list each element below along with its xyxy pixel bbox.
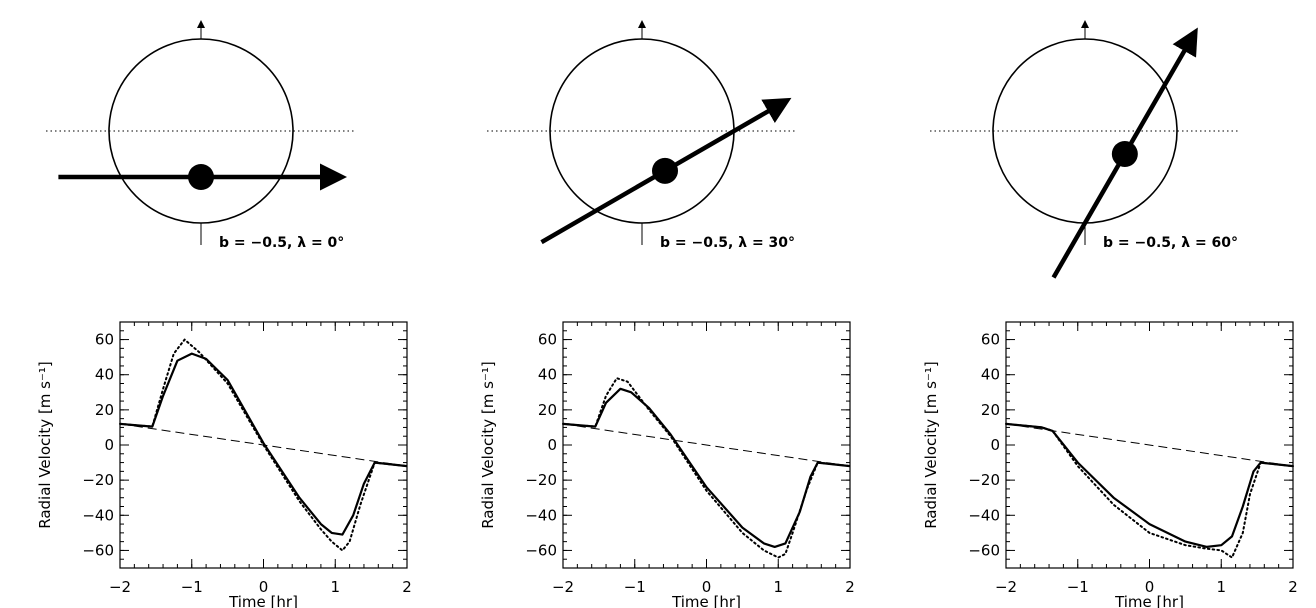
x-tick-label: −2 xyxy=(109,578,131,596)
x-tick-label: −1 xyxy=(1067,578,1089,596)
plot-frame xyxy=(1005,321,1294,569)
x-tick-label: 2 xyxy=(845,578,855,596)
y-tick-label: 60 xyxy=(95,331,114,349)
y-tick-label: −60 xyxy=(968,541,1000,559)
rv-series-solid xyxy=(562,387,851,549)
rv-series-dotted xyxy=(119,338,408,552)
x-tick-label: −1 xyxy=(181,578,203,596)
transit-diagram: b = −0.5, λ = 0° xyxy=(46,20,356,251)
transit-diagram: b = −0.5, λ = 30° xyxy=(487,20,797,251)
plot-frame xyxy=(562,321,851,569)
rv-series-solid xyxy=(1005,422,1294,549)
y-tick-label: 40 xyxy=(538,366,557,384)
y-tick-label: −40 xyxy=(82,506,114,524)
x-tick-label: −1 xyxy=(624,578,646,596)
y-tick-label: −40 xyxy=(525,506,557,524)
rv-series-dashed xyxy=(1005,423,1294,467)
transit-diagram: b = −0.5, λ = 60° xyxy=(930,20,1240,279)
y-tick-label: 0 xyxy=(990,436,1000,454)
x-tick-label: 0 xyxy=(1145,578,1155,596)
y-tick-label: 20 xyxy=(95,401,114,419)
panel-2: b = −0.5, λ = 30° −2 −1 0 1 2 −60 −40 −20 0 20 40 60… xyxy=(479,20,855,608)
panel-1: b = −0.5, λ = 0° −2 −1 0 1 2 −60 −40 −20 0 20 40 60 T… xyxy=(36,20,412,608)
diagram-caption: b = −0.5, λ = 60° xyxy=(1103,235,1238,251)
rv-plot: −2 −1 0 1 2 −60 −40 −20 0 20 40 60 Time [hr] Radial V… xyxy=(479,321,855,608)
rv-series-dashed xyxy=(119,423,408,467)
panel-3: b = −0.5, λ = 60° −2 −1 0 1 2 −60 −40 −20 0 20 40 60… xyxy=(922,20,1298,608)
x-axis-label: Time [hr] xyxy=(228,593,298,608)
y-tick-label: −20 xyxy=(968,471,1000,489)
rv-series-dotted xyxy=(1005,422,1294,559)
y-tick-label: 0 xyxy=(547,436,557,454)
x-tick-label: 0 xyxy=(702,578,712,596)
y-tick-label: 60 xyxy=(538,331,557,349)
y-axis-label: Radial Velocity [m s⁻¹] xyxy=(922,361,940,529)
rv-plot: −2 −1 0 1 2 −60 −40 −20 0 20 40 60 Time [hr] Radial V… xyxy=(36,321,412,608)
planet-disk xyxy=(652,157,678,184)
y-tick-label: −20 xyxy=(82,471,114,489)
rv-series-dashed xyxy=(562,423,851,467)
x-axis-label: Time [hr] xyxy=(671,593,741,608)
rv-series-solid xyxy=(119,352,408,536)
plot-frame xyxy=(119,321,408,569)
y-tick-label: 0 xyxy=(104,436,114,454)
x-tick-label: 2 xyxy=(402,578,412,596)
x-tick-label: 1 xyxy=(330,578,340,596)
y-tick-label: −20 xyxy=(525,471,557,489)
y-tick-label: 20 xyxy=(981,401,1000,419)
rv-plot: −2 −1 0 1 2 −60 −40 −20 0 20 40 60 Time [hr] Radial V… xyxy=(922,321,1298,608)
rv-series-dotted xyxy=(562,377,851,559)
planet-disk xyxy=(188,164,214,190)
y-axis-label: Radial Velocity [m s⁻¹] xyxy=(479,361,497,529)
y-tick-label: 40 xyxy=(981,366,1000,384)
x-axis-label: Time [hr] xyxy=(1114,593,1184,608)
diagram-caption: b = −0.5, λ = 0° xyxy=(219,235,344,251)
y-tick-label: 20 xyxy=(538,401,557,419)
x-tick-label: 1 xyxy=(773,578,783,596)
x-tick-label: −2 xyxy=(552,578,574,596)
y-tick-label: 60 xyxy=(981,331,1000,349)
y-tick-label: 40 xyxy=(95,366,114,384)
y-axis-label: Radial Velocity [m s⁻¹] xyxy=(36,361,54,529)
y-tick-label: −40 xyxy=(968,506,1000,524)
x-tick-label: 2 xyxy=(1288,578,1298,596)
x-tick-label: 1 xyxy=(1216,578,1226,596)
x-tick-label: 0 xyxy=(259,578,269,596)
planet-disk xyxy=(1111,141,1138,167)
diagram-caption: b = −0.5, λ = 30° xyxy=(660,235,795,251)
y-tick-label: −60 xyxy=(525,541,557,559)
x-tick-label: −2 xyxy=(995,578,1017,596)
y-tick-label: −60 xyxy=(82,541,114,559)
